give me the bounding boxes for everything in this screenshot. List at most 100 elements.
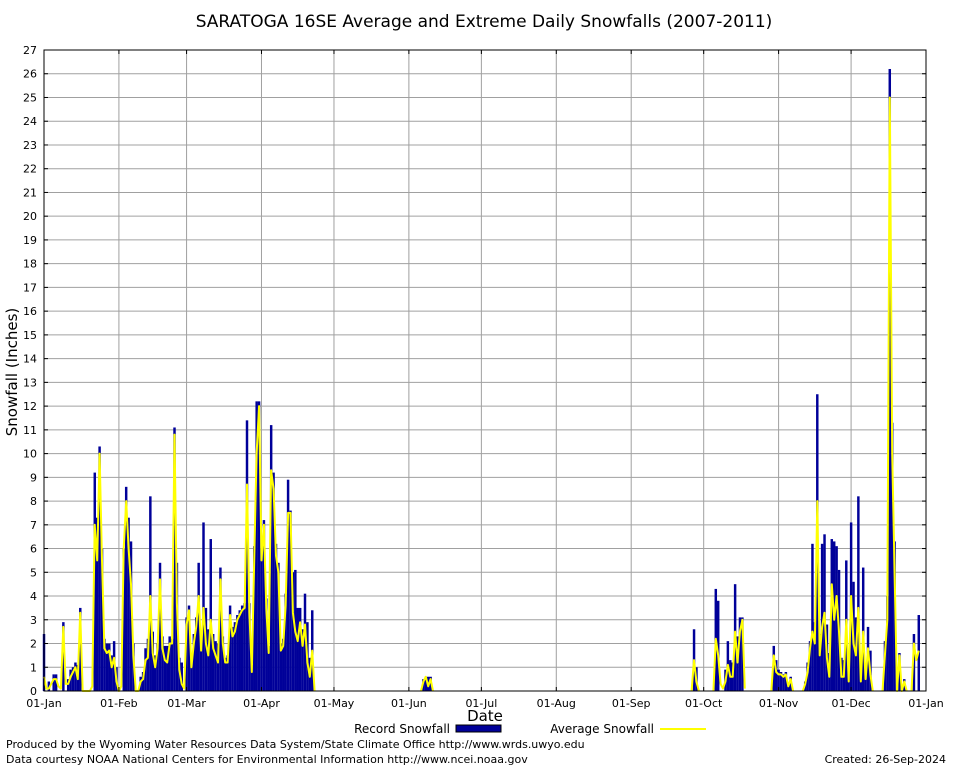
record-bar	[779, 672, 783, 691]
record-bar	[216, 643, 220, 691]
legend-average-label: Average Snowfall	[550, 722, 654, 736]
record-bar	[52, 674, 55, 691]
y-tick-label: 27	[23, 44, 37, 57]
record-bar	[226, 655, 229, 691]
record-bar	[214, 641, 217, 691]
record-bar	[284, 593, 287, 691]
record-bar	[69, 669, 72, 691]
y-tick-label: 10	[23, 448, 37, 461]
record-bar	[255, 401, 258, 691]
average-line-segment	[881, 96, 908, 692]
record-bar	[224, 657, 227, 691]
record-bar	[199, 631, 203, 691]
y-tick-label: 24	[23, 115, 37, 128]
record-bar	[166, 645, 169, 691]
record-bar	[71, 667, 75, 691]
record-bar	[192, 634, 196, 691]
record-bar	[197, 562, 200, 691]
record-bar	[62, 622, 65, 691]
x-tick-label: 01-Jul	[465, 697, 497, 710]
legend-record-swatch	[455, 724, 502, 733]
record-bar	[784, 672, 788, 691]
x-tick-label: 01-Jan	[908, 697, 944, 710]
average-line-segment	[420, 675, 434, 692]
record-bar	[736, 636, 739, 691]
record-bar	[211, 634, 215, 691]
record-bar	[857, 496, 860, 691]
record-bar	[173, 427, 176, 691]
record-bar	[861, 567, 865, 691]
record-bar	[209, 539, 212, 691]
x-tick-label: 01-Apr	[243, 697, 280, 710]
record-bar	[262, 520, 266, 691]
record-bar	[424, 676, 428, 691]
record-bar	[898, 653, 901, 691]
record-bar	[141, 672, 145, 691]
y-tick-label: 3	[30, 614, 37, 627]
y-tick-label: 7	[30, 519, 37, 532]
y-tick-label: 8	[30, 495, 37, 508]
record-bar	[787, 683, 790, 691]
record-bar	[267, 645, 270, 691]
record-bar	[286, 479, 290, 691]
record-bar	[124, 486, 128, 691]
grid	[44, 50, 926, 691]
x-tick-label: 01-Sep	[612, 697, 651, 710]
record-bar	[813, 622, 817, 691]
record-bar	[774, 660, 778, 691]
record-bar	[98, 446, 101, 691]
record-bar	[228, 605, 232, 691]
y-tick-label: 18	[23, 258, 37, 271]
legend: Record Snowfall Average Snowfall	[354, 722, 706, 736]
record-bar	[153, 655, 157, 691]
footer-courtesy: Data courtesy NOAA National Centers for …	[6, 753, 528, 766]
y-tick-label: 4	[30, 590, 37, 603]
y-tick-label: 26	[23, 68, 37, 81]
y-axis-ticks: 0123456789101112131415161718192021222324…	[23, 44, 926, 698]
record-bar	[151, 631, 154, 691]
x-tick-label: 01-Mar	[167, 697, 206, 710]
y-tick-label: 25	[23, 91, 37, 104]
record-bar	[265, 598, 268, 691]
y-tick-label: 16	[23, 305, 37, 318]
record-bar	[207, 629, 210, 691]
record-bar	[233, 622, 237, 691]
record-bar	[170, 638, 174, 691]
record-bar	[129, 541, 133, 691]
record-bar	[158, 562, 162, 691]
average-line-segment	[801, 500, 874, 692]
y-tick-label: 5	[30, 566, 37, 579]
chart-title: SARATOGA 16SE Average and Extreme Daily …	[196, 12, 773, 32]
x-tick-label: 01-Feb	[100, 697, 137, 710]
record-bar	[818, 634, 821, 691]
x-axis-ticks: 01-Jan 01-Feb 01-Mar 01-Apr 01-May 01-Jun 01-J…	[26, 50, 944, 710]
record-bar	[66, 679, 70, 691]
record-bar	[248, 603, 251, 691]
record-bar	[122, 548, 125, 691]
record-bar	[289, 510, 292, 691]
record-bar	[231, 626, 234, 691]
record-bar	[282, 638, 285, 691]
x-tick-label: 01-Oct	[685, 697, 723, 710]
record-bar	[260, 548, 263, 691]
record-bar	[301, 629, 304, 691]
record-bar	[105, 643, 109, 691]
record-bar	[253, 546, 256, 691]
record-bar	[54, 674, 58, 691]
y-tick-label: 17	[23, 281, 37, 294]
y-tick-label: 15	[23, 329, 37, 342]
record-bar	[204, 607, 208, 691]
record-bar	[890, 422, 894, 691]
y-tick-label: 1	[30, 661, 37, 674]
record-bar	[277, 562, 280, 691]
record-bar	[243, 603, 246, 691]
record-bar	[291, 572, 295, 691]
record-bar	[190, 653, 193, 691]
record-bar	[180, 662, 183, 691]
record-bar	[245, 420, 249, 691]
y-tick-label: 11	[23, 424, 37, 437]
record-bar	[274, 543, 278, 691]
y-tick-label: 2	[30, 638, 37, 651]
y-tick-label: 23	[23, 139, 37, 152]
x-tick-label: 01-Nov	[759, 697, 799, 710]
